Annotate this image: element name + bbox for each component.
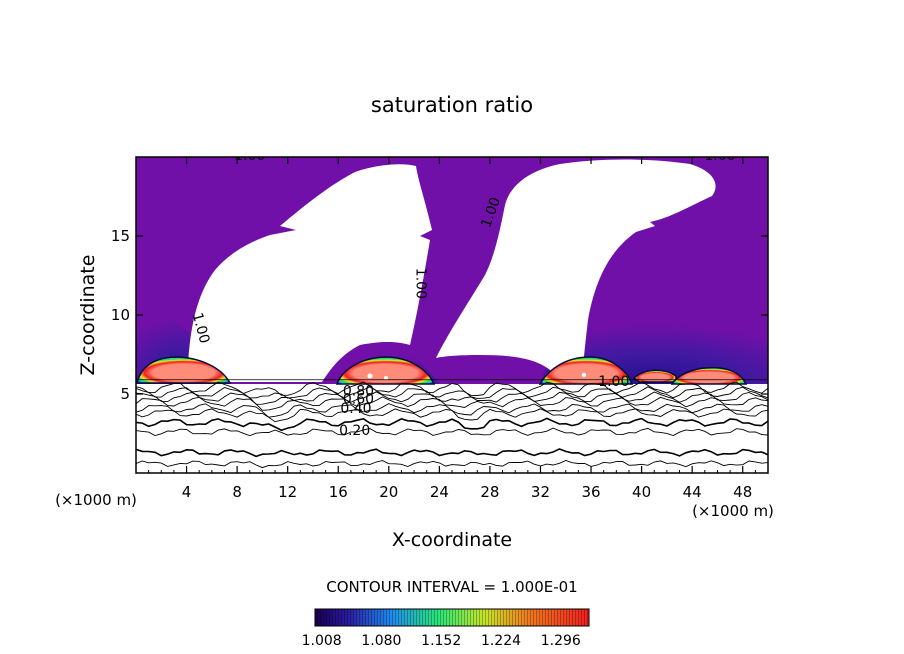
y-axis-label: Z-coordinate [77,255,99,376]
contour-line [136,427,768,437]
x-tick-label: 32 [531,483,550,501]
x-tick-label: 28 [480,483,499,501]
contour-labels: 1.00 1.001.001.001.001.000.800.600.400.20 [189,148,736,439]
y-tick-label: 15 [111,227,130,245]
x-tick-label: 12 [278,483,297,501]
contour-line [136,391,768,405]
contour-line [136,417,768,432]
contour-line [136,396,768,411]
cloud-blob-3 [538,356,634,385]
colorbar-frame [314,608,590,627]
contour-label: 0.80 [343,384,374,400]
x-tick-label: 44 [683,483,702,501]
x-tick-label: 40 [632,483,651,501]
y-tick-label: 10 [111,306,130,324]
cloud-blob-2 [335,356,436,385]
contour-label: 0.20 [339,423,370,439]
cloud-hole-2 [384,376,388,380]
x-tick-label: 16 [329,483,348,501]
y-axis: 5 10 15 [111,227,768,403]
contour-label: 0.60 [343,391,374,407]
x-tick-label: 20 [379,483,398,501]
subsaturated-region-1 [188,164,432,382]
x-tick-label: 36 [581,483,600,501]
contour-label: 1.00 [704,148,735,164]
colorbar-labels: 1.008 1.080 1.152 1.224 1.296 [302,633,581,649]
x-unit-right: (×1000 m) [692,502,774,520]
colorbar-label: 1.152 [421,633,461,649]
contour-label: 1.00 [189,311,213,345]
contour-interval-label: CONTOUR INTERVAL = 1.000E-01 [326,578,577,596]
colorbar: 1.008 1.080 1.152 1.224 1.296 [302,608,590,649]
colorbar-label: 1.080 [361,633,401,649]
cloud-hole-3 [581,372,587,378]
colorbar-stripes [315,609,589,626]
contour-line [136,381,768,396]
contour-label: 1.00 [413,268,429,299]
x-tick-label: 24 [430,483,449,501]
contour-line [136,460,768,469]
cloud-blob-1 [136,356,232,384]
x-tick-label: 48 [733,483,752,501]
contour-label: 0.40 [340,401,371,417]
colorbar-label: 1.224 [481,633,521,649]
x-axis-label: X-coordinate [392,529,512,551]
x-unit-left: (×1000 m) [55,491,137,509]
x-tick-label: 8 [232,483,242,501]
contour-line [136,403,768,418]
subsaturated-region-2 [436,159,716,380]
x-axis: 4 8 12 16 20 24 28 32 36 40 44 48 [148,157,756,501]
colorbar-label: 1.296 [541,633,581,649]
contour-label: 1.00 [598,374,629,390]
plot-area: 1.00 1.001.001.001.001.000.800.600.400.20 [136,148,768,473]
x-tick-label: 4 [182,483,192,501]
y-tick-label: 5 [120,385,130,403]
chart-title: saturation ratio [371,93,533,117]
contour-label: 1.00 [234,148,265,164]
colorbar-label: 1.008 [302,633,342,649]
contour-lines [136,379,768,469]
cloud-hole-1 [367,373,373,379]
contour-line [136,448,768,458]
